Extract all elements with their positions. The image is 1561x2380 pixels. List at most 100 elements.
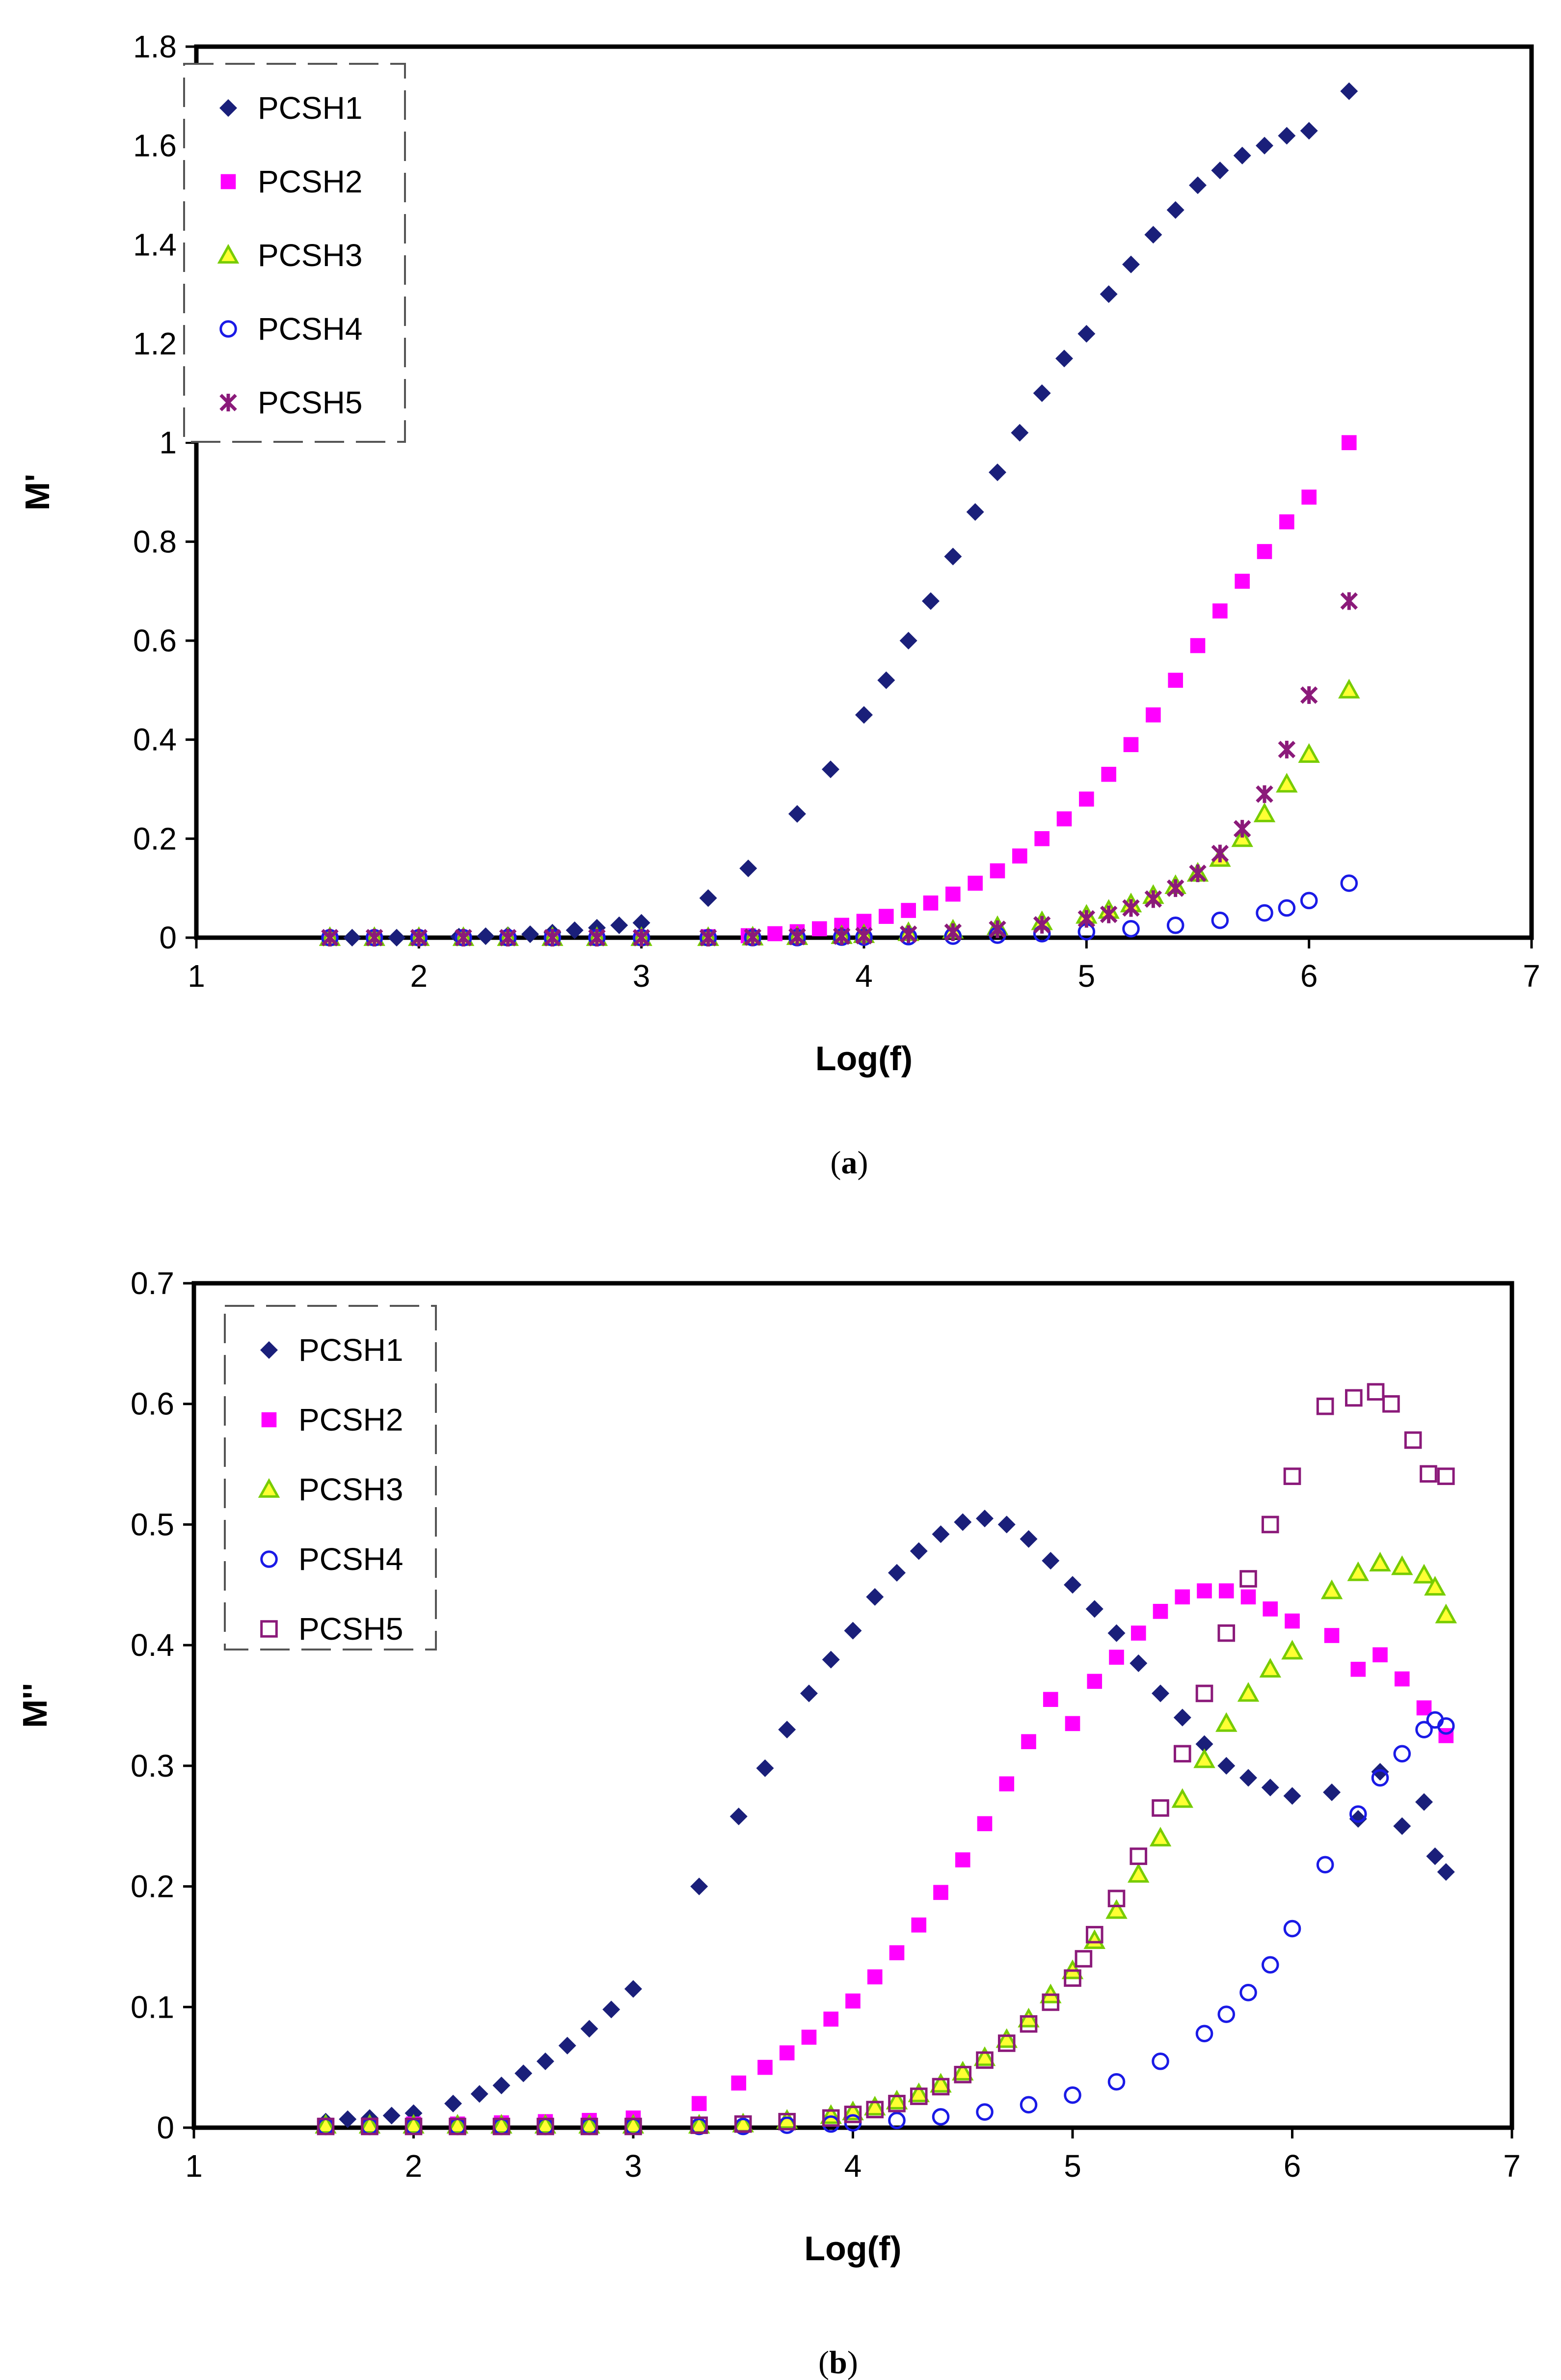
data-point xyxy=(1065,1716,1080,1731)
data-point xyxy=(1012,848,1027,864)
data-point xyxy=(499,929,517,947)
data-point xyxy=(1122,899,1140,917)
series-pcsh1 xyxy=(317,1510,1455,2131)
data-point xyxy=(1371,1769,1389,1787)
data-point xyxy=(1033,384,1051,402)
data-point xyxy=(788,927,806,946)
legend-label-pcsh4: PCSH4 xyxy=(258,311,362,347)
data-point xyxy=(602,2001,620,2019)
y-tick-label: 1.2 xyxy=(133,326,177,361)
x-axis-label: Log(f) xyxy=(815,1039,913,1078)
data-point xyxy=(1077,325,1096,343)
data-point xyxy=(1340,592,1358,610)
data-point xyxy=(757,2059,773,2075)
data-point xyxy=(901,903,916,918)
series-pcsh5 xyxy=(317,1383,1455,2136)
data-point xyxy=(739,859,757,877)
y-tick-label: 0.2 xyxy=(133,821,177,856)
data-point xyxy=(1033,916,1051,934)
data-point xyxy=(1152,1799,1169,1817)
data-point xyxy=(1420,1465,1437,1483)
legend-marker-pcsh5 xyxy=(219,394,237,411)
data-point xyxy=(1263,1601,1278,1617)
data-point xyxy=(908,2082,930,2103)
caption-letter: a xyxy=(841,1145,858,1181)
data-point xyxy=(996,2028,1018,2048)
data-point xyxy=(339,2110,357,2128)
data-point xyxy=(997,2034,1016,2052)
data-point xyxy=(1122,920,1140,938)
data-point xyxy=(1350,1661,1366,1677)
data-point xyxy=(1020,2015,1038,2033)
legend-marker-pcsh4 xyxy=(260,1550,278,1568)
data-point xyxy=(1211,162,1229,180)
x-tick-label: 6 xyxy=(1284,2148,1301,2184)
data-point xyxy=(477,927,495,945)
data-point xyxy=(976,2051,994,2069)
data-point xyxy=(973,2046,996,2066)
data-point xyxy=(822,1650,840,1669)
legend-b xyxy=(224,1305,437,1650)
data-point xyxy=(1301,489,1317,505)
data-point xyxy=(1424,1576,1446,1596)
legend-label-pcsh5: PCSH5 xyxy=(298,1611,403,1647)
data-point xyxy=(578,2113,600,2134)
data-point xyxy=(767,926,782,942)
legend-marker-pcsh2 xyxy=(220,174,236,189)
data-point xyxy=(521,925,539,943)
data-point xyxy=(976,2103,994,2121)
data-point xyxy=(1173,1708,1191,1727)
x-tick-label: 6 xyxy=(1300,958,1318,994)
data-point xyxy=(976,1510,994,1528)
data-point xyxy=(932,1525,950,1543)
data-point xyxy=(580,2117,598,2136)
data-point xyxy=(1195,2025,1213,2043)
data-point xyxy=(1253,802,1276,822)
data-point xyxy=(1340,82,1358,100)
data-point xyxy=(382,2107,401,2125)
data-point xyxy=(954,1513,972,1531)
data-point xyxy=(1109,1650,1124,1665)
data-point xyxy=(1130,1654,1148,1672)
data-point xyxy=(537,2117,554,2136)
data-point xyxy=(410,929,428,947)
data-point xyxy=(365,929,383,947)
data-point xyxy=(1426,1847,1444,1866)
data-point xyxy=(1020,1530,1038,1548)
data-point xyxy=(997,1515,1016,1534)
data-point xyxy=(977,1816,993,1832)
data-point xyxy=(1166,201,1184,219)
data-point xyxy=(317,2117,335,2136)
data-point xyxy=(1211,911,1229,929)
data-point xyxy=(1171,1788,1193,1808)
data-point xyxy=(321,929,339,947)
data-point xyxy=(699,889,717,907)
legend-marker-pcsh1 xyxy=(260,1341,278,1359)
data-point xyxy=(1259,1658,1281,1678)
data-point xyxy=(1195,1735,1213,1753)
legend-label-pcsh2: PCSH2 xyxy=(298,1402,403,1437)
x-tick-label: 7 xyxy=(1503,2148,1521,2184)
data-point xyxy=(558,2036,576,2055)
y-tick-label: 1 xyxy=(159,425,177,460)
data-point xyxy=(1042,1993,1060,2011)
data-point xyxy=(1075,1950,1093,1968)
data-point xyxy=(845,1993,861,2009)
data-point xyxy=(1320,1579,1343,1599)
data-point xyxy=(543,929,562,947)
legend-label-pcsh3: PCSH3 xyxy=(298,1472,403,1507)
data-point xyxy=(1152,1684,1169,1703)
y-tick-label: 1.6 xyxy=(133,128,177,163)
data-point xyxy=(1083,1929,1105,1949)
y-tick-label: 0.4 xyxy=(133,722,177,757)
data-point xyxy=(800,1684,818,1703)
y-tick-label: 0.5 xyxy=(131,1507,174,1542)
data-point xyxy=(952,2060,974,2081)
data-point xyxy=(1168,673,1183,688)
data-point xyxy=(1064,1969,1081,1987)
data-point xyxy=(565,921,584,939)
data-point xyxy=(1042,1552,1060,1570)
y-tick-label: 1.4 xyxy=(133,227,177,262)
legend-marker-pcsh3 xyxy=(258,1478,280,1498)
data-point xyxy=(315,2113,337,2134)
